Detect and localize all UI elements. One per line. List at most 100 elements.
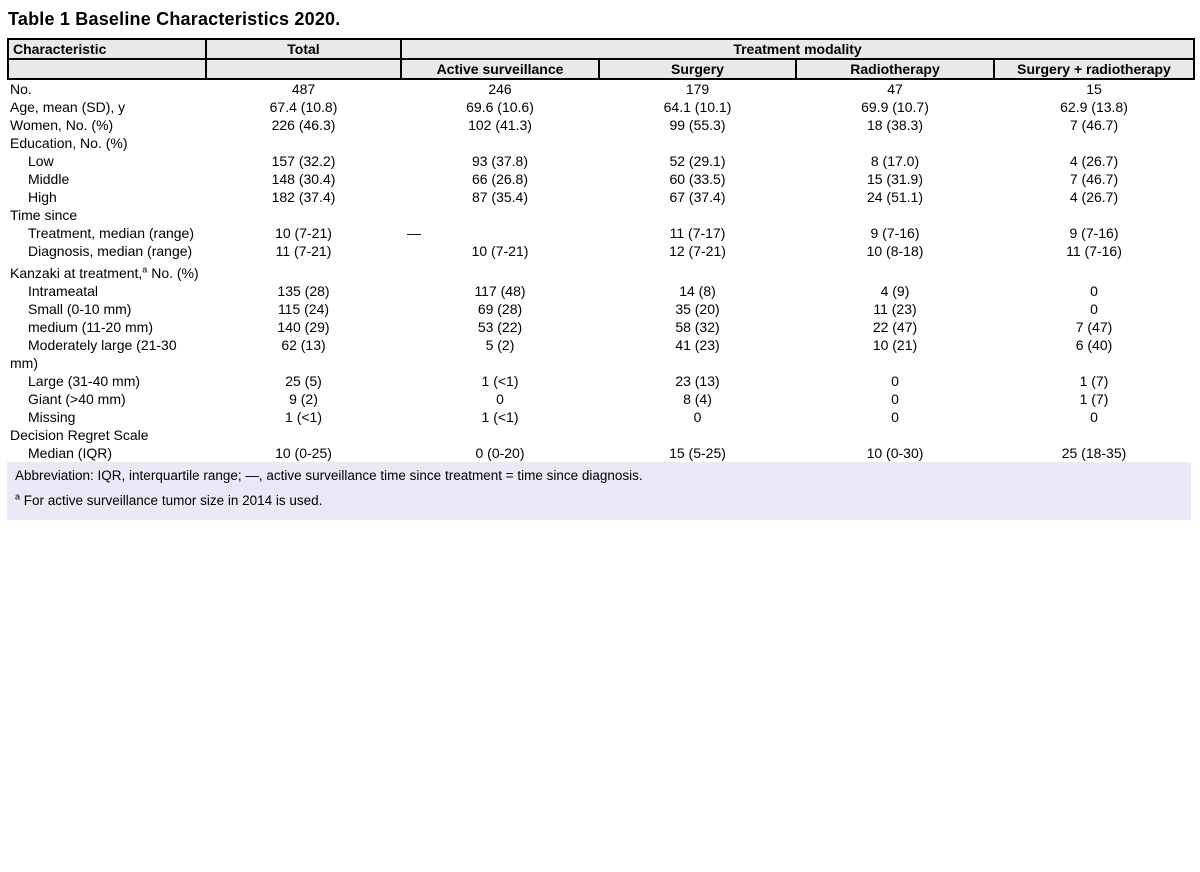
table-row: Middle 148 (30.4) 66 (26.8) 60 (33.5) 15 (3… bbox=[8, 170, 1194, 188]
table-row: Age, mean (SD), y 67.4 (10.8) 69.6 (10.6)… bbox=[8, 98, 1194, 116]
row-label: Education, No. (%) bbox=[10, 135, 128, 151]
cell-value: 4 (9) bbox=[880, 283, 910, 299]
table-row: Median (IQR) 10 (0-25) 0 (0-20) 15 (5-25) 1… bbox=[8, 444, 1194, 462]
cell-value: 9 (2) bbox=[289, 391, 318, 407]
col-header-treatment-modality: Treatment modality bbox=[400, 38, 1195, 60]
cell-value bbox=[994, 206, 1194, 224]
table-title: Table 1 Baseline Characteristics 2020. bbox=[8, 9, 341, 29]
cell-value bbox=[206, 260, 401, 282]
header-row-2: Active surveillance Surgery Radiotherapy… bbox=[7, 58, 1195, 80]
cell-value: 182 (37.4) bbox=[271, 189, 336, 205]
cell-value: 0 bbox=[891, 391, 899, 407]
cell-value: 4 (26.7) bbox=[1069, 189, 1119, 205]
row-label: Time since bbox=[10, 207, 78, 223]
cell-value bbox=[599, 206, 796, 224]
cell-value: 179 bbox=[685, 81, 710, 97]
row-label: Intrameatal bbox=[28, 283, 99, 299]
baseline-characteristics-table: Characteristic Total Treatment modality … bbox=[7, 38, 1195, 462]
row-label: Treatment, median (range) bbox=[28, 225, 194, 241]
footnote: a For active surveillance tumor size in … bbox=[15, 491, 1183, 508]
cell-value: 11 (7-21) bbox=[275, 243, 332, 259]
cell-value: 10 (7-21) bbox=[275, 225, 332, 241]
cell-value bbox=[796, 206, 994, 224]
cell-value: 9 (7-16) bbox=[870, 225, 920, 241]
cell-value: 7 (46.7) bbox=[1069, 171, 1119, 187]
cell-value: 53 (22) bbox=[477, 319, 523, 335]
cell-value: 60 (33.5) bbox=[669, 171, 726, 187]
cell-value: 93 (37.8) bbox=[471, 153, 529, 169]
row-label: Decision Regret Scale bbox=[10, 427, 149, 443]
cell-value: 10 (8-18) bbox=[866, 243, 924, 259]
cell-value: 0 bbox=[693, 409, 702, 425]
cell-value bbox=[796, 134, 994, 152]
cell-value: 0 bbox=[1090, 301, 1098, 317]
cell-value: 1 (<1) bbox=[481, 373, 519, 389]
cell-value: 24 (51.1) bbox=[866, 189, 924, 205]
cell-value bbox=[401, 426, 599, 444]
cell-value: 14 (8) bbox=[679, 283, 716, 299]
table-row: High 182 (37.4) 87 (35.4) 67 (37.4) 24 (51.… bbox=[8, 188, 1194, 206]
cell-value bbox=[994, 260, 1194, 282]
cell-value: 11 (7-17) bbox=[669, 225, 726, 241]
row-label: Middle bbox=[28, 171, 70, 187]
table-row: No. 487 246 179 47 15 bbox=[8, 79, 1194, 98]
cell-value: 87 (35.4) bbox=[471, 189, 529, 205]
col-header-total-spacer bbox=[205, 58, 402, 80]
cell-value: 246 bbox=[488, 81, 512, 97]
cell-value: 102 (41.3) bbox=[468, 117, 532, 133]
col-header-active-surveillance: Active surveillance bbox=[400, 58, 600, 80]
row-label: Moderately large (21-30 mm) bbox=[10, 337, 177, 371]
cell-value: 25 (5) bbox=[285, 373, 322, 389]
cell-value: 11 (7-16) bbox=[1066, 243, 1122, 259]
cell-value: 1 (<1) bbox=[481, 409, 519, 425]
cell-value: 12 (7-21) bbox=[669, 243, 726, 259]
cell-value: — bbox=[407, 225, 421, 241]
cell-value: 7 (47) bbox=[1075, 319, 1113, 335]
cell-value: 0 bbox=[496, 391, 504, 407]
table-row: Giant (>40 mm) 9 (2) 0 8 (4) 0 1 (7) bbox=[8, 390, 1194, 408]
cell-value: 4 (26.7) bbox=[1069, 153, 1119, 169]
table-row: Education, No. (%) bbox=[8, 134, 1194, 152]
col-header-total: Total bbox=[205, 38, 402, 60]
cell-value: 9 (7-16) bbox=[1069, 225, 1119, 241]
col-header-characteristic: Characteristic bbox=[7, 38, 207, 60]
row-label: Median (IQR) bbox=[28, 445, 113, 461]
cell-value: 23 (13) bbox=[675, 373, 720, 389]
cell-value bbox=[401, 134, 599, 152]
cell-value: 115 (24) bbox=[277, 301, 330, 317]
page: Table 1 Baseline Characteristics 2020. C… bbox=[0, 9, 1200, 872]
cell-value: 35 (20) bbox=[675, 301, 720, 317]
footnote-marker: a bbox=[15, 491, 21, 502]
col-header-radiotherapy: Radiotherapy bbox=[795, 58, 995, 80]
cell-value: 7 (46.7) bbox=[1069, 117, 1119, 133]
cell-value: 0 bbox=[891, 373, 899, 389]
cell-value: 148 (30.4) bbox=[271, 171, 336, 187]
cell-value: 52 (29.1) bbox=[669, 153, 726, 169]
cell-value: 64.1 (10.1) bbox=[663, 99, 732, 115]
cell-value bbox=[599, 134, 796, 152]
table-row: Decision Regret Scale bbox=[8, 426, 1194, 444]
cell-value: 135 (28) bbox=[277, 283, 330, 299]
table-row: medium (11-20 mm) 140 (29) 53 (22) 58 (32)… bbox=[8, 318, 1194, 336]
cell-value: 10 (21) bbox=[872, 337, 918, 353]
cell-value: 0 bbox=[1090, 409, 1098, 425]
cell-value: 10 (7-21) bbox=[471, 243, 529, 259]
cell-value: 0 bbox=[1090, 283, 1098, 299]
table-row: Moderately large (21-30 mm) 62 (13) 5 (2) 4… bbox=[8, 336, 1194, 372]
cell-value bbox=[206, 206, 401, 224]
cell-value: 62.9 (13.8) bbox=[1060, 99, 1128, 115]
data-table: Characteristic Total Treatment modality … bbox=[7, 38, 1195, 462]
cell-value: 8 (17.0) bbox=[870, 153, 920, 169]
cell-value bbox=[994, 134, 1194, 152]
row-label: Diagnosis, median (range) bbox=[28, 243, 193, 259]
cell-value: 226 (46.3) bbox=[271, 117, 336, 133]
cell-value: 1 (7) bbox=[1079, 373, 1109, 389]
col-header-surgery-radiotherapy: Surgery + radiotherapy bbox=[993, 58, 1195, 80]
cell-value: 1 (7) bbox=[1079, 391, 1109, 407]
cell-value bbox=[401, 206, 599, 224]
cell-value bbox=[796, 426, 994, 444]
cell-value: 10 (0-30) bbox=[866, 445, 924, 461]
table-row: Missing 1 (<1) 1 (<1) 0 0 0 bbox=[8, 408, 1194, 426]
cell-value: 6 (40) bbox=[1075, 337, 1113, 353]
table-header: Characteristic Total Treatment modality … bbox=[7, 38, 1195, 80]
